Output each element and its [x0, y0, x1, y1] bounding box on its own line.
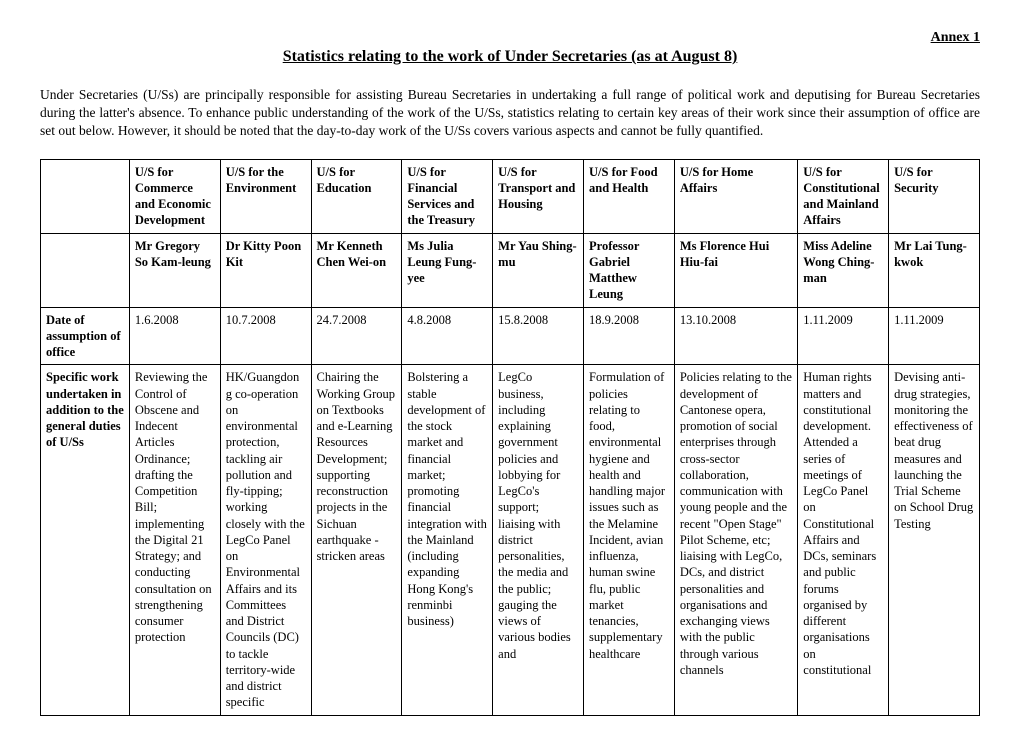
post-cell: U/S for Commerce and Economic Developmen…: [129, 159, 220, 233]
work-cell: Formulation of policies relating to food…: [584, 365, 675, 715]
name-cell: Ms Julia Leung Fung-yee: [402, 233, 493, 307]
work-cell: Policies relating to the development of …: [674, 365, 797, 715]
post-cell: U/S for Security: [889, 159, 980, 233]
work-cell: Human rights matters and constitutional …: [798, 365, 889, 715]
name-cell: Mr Gregory So Kam-leung: [129, 233, 220, 307]
post-cell: U/S for Food and Health: [584, 159, 675, 233]
date-cell: 1.6.2008: [129, 307, 220, 365]
row-header-date: Date of assumption of office: [41, 307, 130, 365]
row-header-blank: [41, 233, 130, 307]
work-cell: LegCo business, including explaining gov…: [493, 365, 584, 715]
date-cell: 15.8.2008: [493, 307, 584, 365]
table-row-dates: Date of assumption of office 1.6.2008 10…: [41, 307, 980, 365]
date-cell: 1.11.2009: [798, 307, 889, 365]
row-header-work: Specific work undertaken in addition to …: [41, 365, 130, 715]
work-cell: Reviewing the Control of Obscene and Ind…: [129, 365, 220, 715]
post-cell: U/S for the Environment: [220, 159, 311, 233]
table-row-work: Specific work undertaken in addition to …: [41, 365, 980, 715]
post-cell: U/S for Constitutional and Mainland Affa…: [798, 159, 889, 233]
work-cell: Chairing the Working Group on Textbooks …: [311, 365, 402, 715]
table-row-names: Mr Gregory So Kam-leung Dr Kitty Poon Ki…: [41, 233, 980, 307]
name-cell: Mr Lai Tung-kwok: [889, 233, 980, 307]
work-cell: Devising anti-drug strategies, monitorin…: [889, 365, 980, 715]
work-cell: Bolstering a stable development of the s…: [402, 365, 493, 715]
post-cell: U/S for Financial Services and the Treas…: [402, 159, 493, 233]
date-cell: 18.9.2008: [584, 307, 675, 365]
date-cell: 1.11.2009: [889, 307, 980, 365]
intro-paragraph: Under Secretaries (U/Ss) are principally…: [40, 86, 980, 141]
name-cell: Miss Adeline Wong Ching-man: [798, 233, 889, 307]
statistics-table: U/S for Commerce and Economic Developmen…: [40, 159, 980, 716]
work-cell: HK/Guangdong co-operation on environment…: [220, 365, 311, 715]
post-cell: U/S for Transport and Housing: [493, 159, 584, 233]
annex-label: Annex 1: [40, 30, 980, 46]
date-cell: 13.10.2008: [674, 307, 797, 365]
row-header-blank: [41, 159, 130, 233]
name-cell: Ms Florence Hui Hiu-fai: [674, 233, 797, 307]
name-cell: Professor Gabriel Matthew Leung: [584, 233, 675, 307]
post-cell: U/S for Home Affairs: [674, 159, 797, 233]
date-cell: 24.7.2008: [311, 307, 402, 365]
post-cell: U/S for Education: [311, 159, 402, 233]
name-cell: Mr Kenneth Chen Wei-on: [311, 233, 402, 307]
name-cell: Mr Yau Shing-mu: [493, 233, 584, 307]
date-cell: 4.8.2008: [402, 307, 493, 365]
table-row-posts: U/S for Commerce and Economic Developmen…: [41, 159, 980, 233]
date-cell: 10.7.2008: [220, 307, 311, 365]
name-cell: Dr Kitty Poon Kit: [220, 233, 311, 307]
page-title: Statistics relating to the work of Under…: [40, 48, 980, 66]
